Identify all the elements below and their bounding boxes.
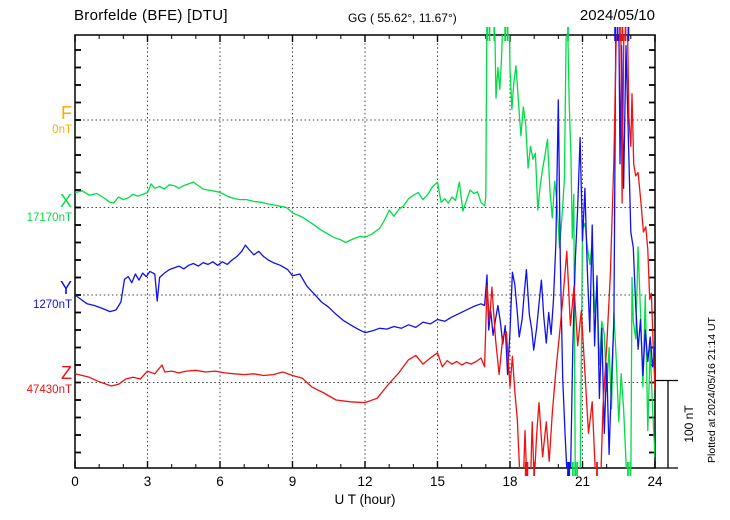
component-label-z: Z 47430nT xyxy=(0,364,72,397)
x-tick-24: 24 xyxy=(647,474,663,489)
component-label-x: X 17170nT xyxy=(0,192,72,225)
component-label-y: Y 1270nT xyxy=(0,279,72,312)
component-baseline-x: 17170nT xyxy=(26,212,72,224)
scalebar-label: 100 nT xyxy=(682,405,696,443)
geo-coordinates: GG ( 55.62°, 11.67°) xyxy=(348,11,457,25)
x-tick-18: 18 xyxy=(502,474,518,489)
x-tick-9: 9 xyxy=(288,474,297,489)
component-letter-z: Z xyxy=(61,363,72,383)
component-letter-f: F xyxy=(61,103,72,123)
component-baseline-f: 0nT xyxy=(52,124,72,136)
component-baseline-z: 47430nT xyxy=(26,384,72,396)
plotted-timestamp-note: Plotted at 2024/05/16 21:14 UT xyxy=(706,317,718,463)
component-letter-x: X xyxy=(59,191,72,211)
component-letter-y: Y xyxy=(59,278,72,298)
x-tick-0: 0 xyxy=(71,474,79,489)
x-tick-21: 21 xyxy=(574,474,591,489)
x-axis-title: U T (hour) xyxy=(334,492,396,507)
date-label: 2024/05/10 xyxy=(579,7,655,24)
component-label-f: F 0nT xyxy=(0,104,72,137)
component-baseline-y: 1270nT xyxy=(32,299,72,311)
x-tick-3: 3 xyxy=(143,474,152,489)
x-tick-15: 15 xyxy=(429,474,446,489)
x-tick-12: 12 xyxy=(357,474,373,489)
station-title: Brorfelde (BFE) [DTU] xyxy=(74,7,228,24)
x-tick-6: 6 xyxy=(216,474,224,489)
